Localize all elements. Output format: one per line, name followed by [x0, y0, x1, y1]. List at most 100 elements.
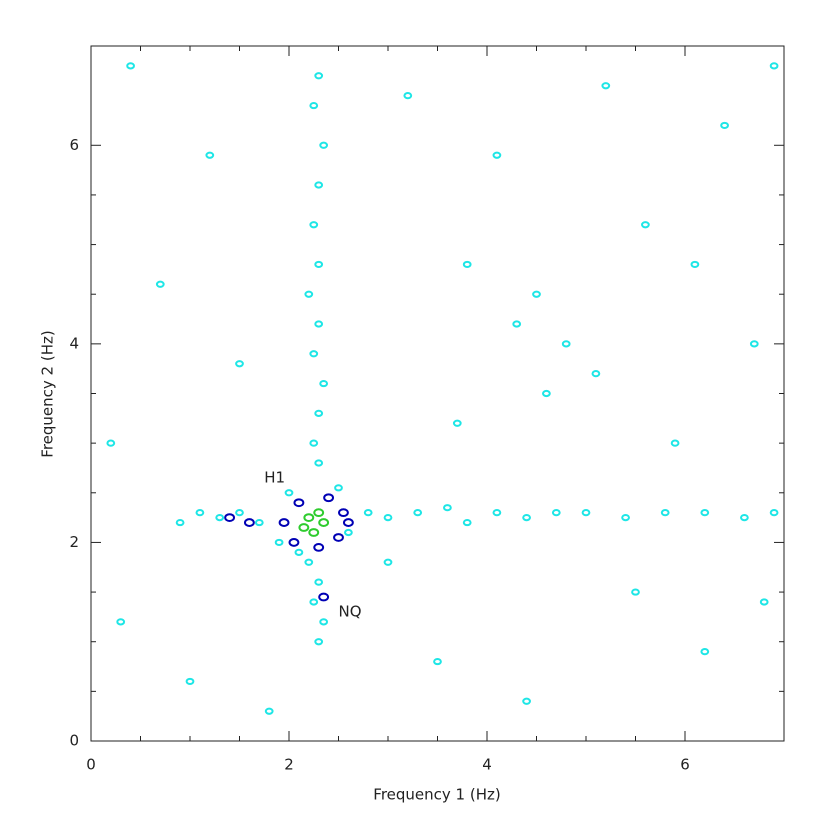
- contour-blob: [363, 509, 373, 517]
- contour-blob: [293, 498, 305, 508]
- contour-blob: [532, 290, 541, 298]
- contour-blob: [522, 514, 531, 522]
- contour-blob: [309, 101, 319, 110]
- contour-blob: [309, 439, 319, 447]
- contour-blob: [318, 592, 330, 602]
- x-tick-label: 2: [284, 756, 294, 774]
- y-tick-label: 6: [69, 136, 79, 154]
- y-axis-label: Frequency 2 (Hz): [39, 330, 57, 457]
- contour-blob: [313, 542, 325, 552]
- contour-blob: [313, 508, 325, 518]
- contour-blob: [288, 538, 300, 547]
- contour-blob: [338, 508, 349, 518]
- contour-blob: [720, 121, 729, 130]
- contour-blob: [749, 340, 759, 348]
- contour-blob: [116, 618, 126, 626]
- contour-blob: [314, 638, 324, 646]
- contour-blob: [413, 509, 423, 517]
- contour-blob: [304, 290, 314, 298]
- contour-blob: [551, 509, 561, 517]
- contour-blob: [205, 151, 215, 159]
- contour-blob: [512, 320, 522, 328]
- contour-blob: [403, 92, 413, 100]
- contour-blob: [769, 509, 779, 517]
- contour-blob: [319, 141, 329, 149]
- contour-blob: [243, 518, 255, 527]
- contour-blob: [309, 350, 319, 358]
- contour-blob: [309, 221, 319, 229]
- contour-blob: [274, 538, 284, 547]
- contour-blob: [670, 439, 680, 447]
- contour-blob: [175, 518, 185, 527]
- contour-blob: [334, 484, 343, 492]
- contour-blob: [126, 62, 135, 70]
- contour-blob: [333, 533, 344, 542]
- x-tick-label: 6: [680, 756, 690, 774]
- contour-blob: [759, 598, 769, 606]
- contour-blob: [383, 558, 393, 566]
- contour-blob: [314, 578, 324, 586]
- contour-blob: [304, 558, 314, 566]
- contour-blob: [294, 548, 304, 556]
- contour-blob: [690, 260, 700, 269]
- contour-blob: [195, 509, 205, 517]
- x-tick-label: 4: [482, 756, 492, 774]
- contour-blob: [314, 260, 324, 269]
- contour-blob: [601, 82, 611, 90]
- contour-blob: [433, 657, 442, 666]
- contour-blob: [235, 360, 244, 368]
- y-tick-label: 4: [69, 334, 79, 352]
- contour-blob: [700, 509, 710, 517]
- annotation: H1: [264, 468, 285, 486]
- contour-blob: [462, 518, 472, 527]
- contour-blob: [621, 514, 630, 522]
- contour-blob: [314, 181, 324, 189]
- contour-blob: [284, 489, 294, 497]
- plot-frame: [90, 45, 785, 742]
- annotation: NQ: [339, 602, 362, 620]
- contour-blob: [631, 588, 640, 596]
- contour-blob: [769, 62, 779, 70]
- contour-blob: [224, 513, 236, 523]
- contour-blob: [344, 528, 353, 537]
- contour-blob: [308, 528, 320, 537]
- contour-blob: [492, 509, 502, 517]
- contour-blob: [314, 320, 324, 328]
- contour-blob: [700, 648, 710, 656]
- contour-blob: [660, 509, 670, 517]
- contour-blob: [319, 618, 329, 626]
- contour-blob: [106, 439, 116, 447]
- contour-blob: [383, 514, 393, 522]
- contour-blob: [452, 419, 462, 427]
- contour-blob: [561, 340, 571, 348]
- x-axis-label: Frequency 1 (Hz): [373, 786, 500, 804]
- contour-blob: [235, 509, 244, 517]
- contour-blob: [641, 221, 650, 229]
- contour-blob: [318, 518, 330, 527]
- contour-blob: [278, 518, 290, 527]
- contour-blob: [581, 509, 591, 517]
- contour-blob: [591, 370, 601, 378]
- contour-blob: [542, 389, 551, 398]
- contour-blob: [314, 459, 324, 467]
- contour-blob: [342, 518, 354, 527]
- contour-blob: [443, 504, 452, 512]
- contour-blob: [303, 513, 315, 523]
- contour-blob: [254, 518, 264, 527]
- y-tick-label: 2: [69, 533, 79, 551]
- contour-blob: [155, 280, 165, 288]
- contour-blob: [185, 677, 195, 686]
- contour-blob: [462, 260, 472, 269]
- contour-blob: [309, 598, 319, 606]
- contour-blob: [215, 514, 225, 522]
- contour-blob: [314, 72, 324, 80]
- contour-blob: [740, 514, 749, 522]
- contour-blob: [323, 493, 335, 503]
- contour-blob: [298, 523, 310, 532]
- y-tick-label: 0: [69, 732, 79, 750]
- contour-blob: [319, 379, 329, 388]
- contour-blob: [314, 409, 324, 417]
- x-tick-label: 0: [86, 756, 96, 774]
- contour-blob: [522, 697, 531, 705]
